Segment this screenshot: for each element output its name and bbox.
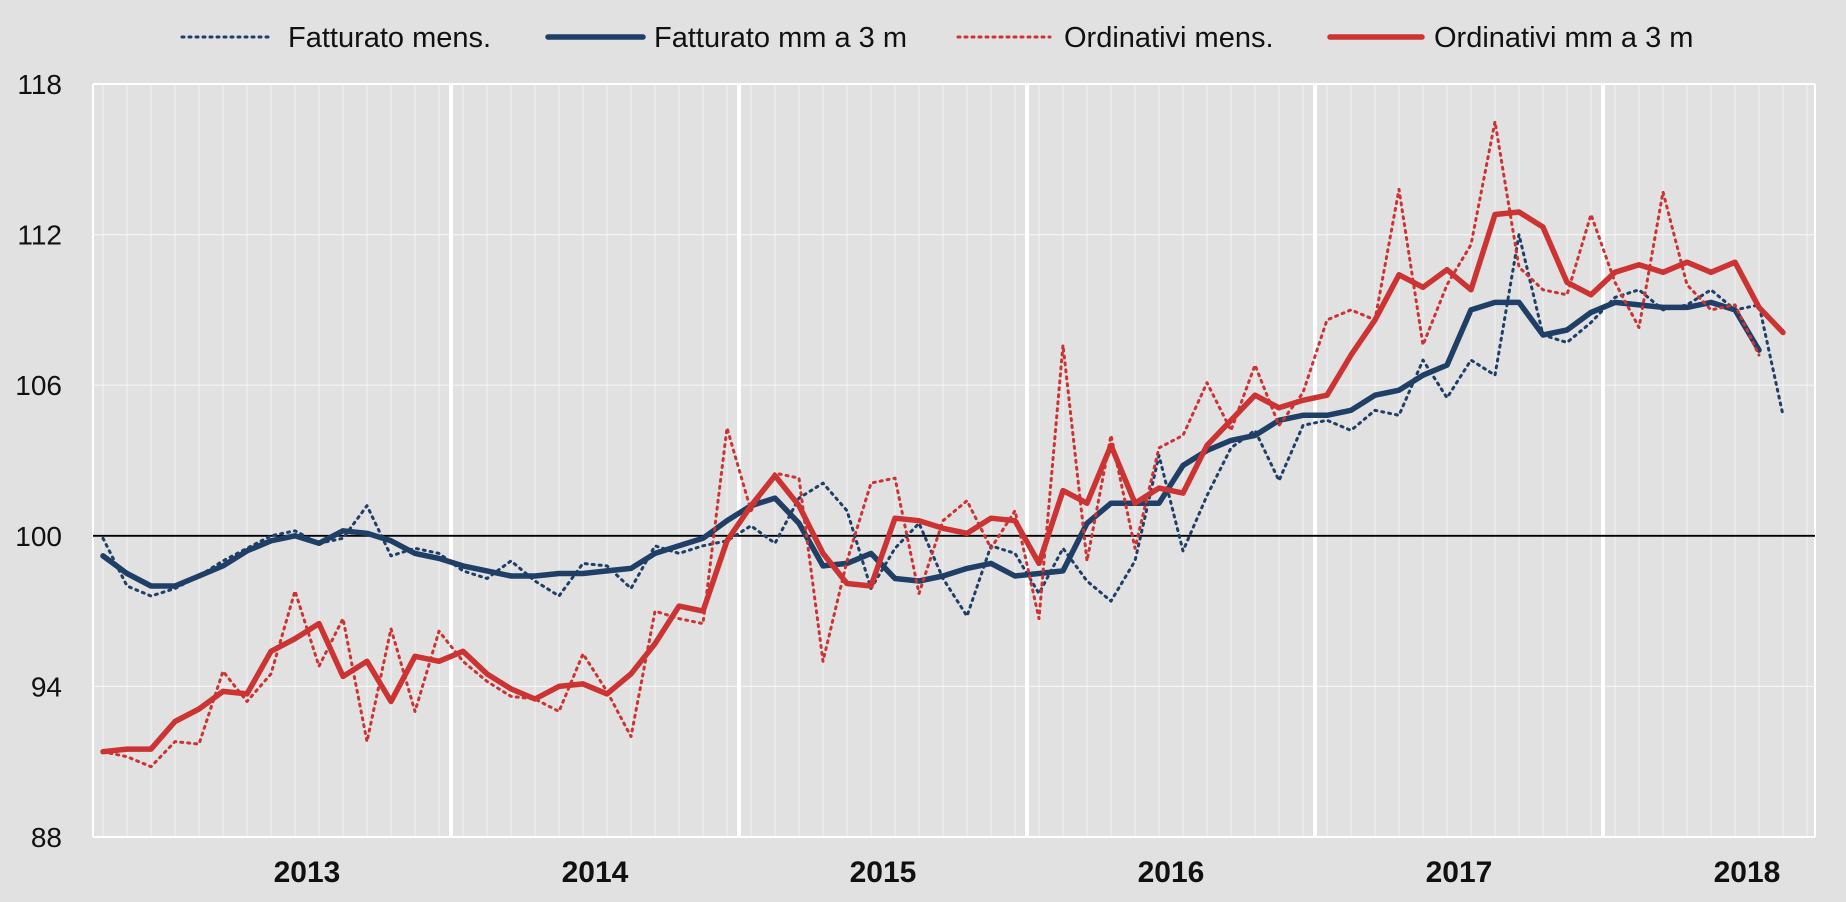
y-tick-label: 88 <box>31 822 62 853</box>
series-line-3 <box>100 209 1786 755</box>
x-year-label: 2017 <box>1426 856 1493 889</box>
legend: Fatturato mens. Fatturato mm a 3 m Ordinat… <box>180 22 1693 54</box>
x-year-label: 2018 <box>1714 856 1781 889</box>
y-tick-label: 106 <box>15 370 62 401</box>
legend-label-1: Fatturato mm a 3 m <box>654 22 907 54</box>
x-year-label: 2015 <box>850 856 917 889</box>
legend-label-2: Ordinativi mens. <box>1064 22 1274 54</box>
y-tick-label: 100 <box>15 521 62 552</box>
x-year-label: 2016 <box>1138 856 1205 889</box>
series-line-2 <box>101 120 1761 769</box>
y-tick-label: 112 <box>17 220 62 251</box>
plot-background <box>93 84 1815 837</box>
y-tick-label: 118 <box>17 69 62 100</box>
y-tick-label: 94 <box>31 671 62 702</box>
x-year-label: 2013 <box>274 856 341 889</box>
plot-area: 88 94 100 106 112 118 2013 2014 2015 2016 2017 2018 <box>15 69 1816 889</box>
legend-label-0: Fatturato mens. <box>288 22 491 54</box>
legend-label-3: Ordinativi mm a 3 m <box>1434 22 1693 54</box>
x-year-label: 2014 <box>562 856 629 889</box>
series-line-1 <box>100 299 1762 589</box>
